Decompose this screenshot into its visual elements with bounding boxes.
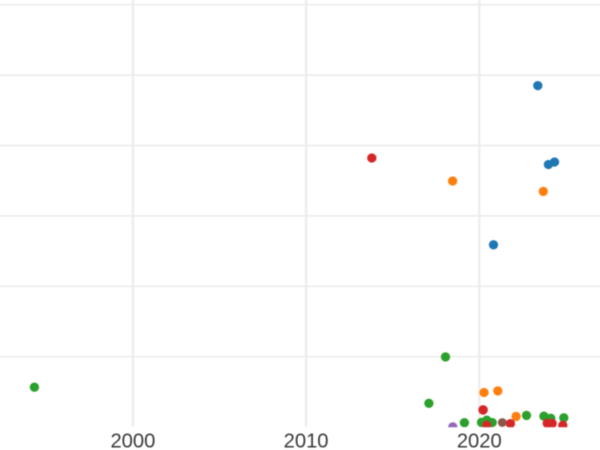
svg-text:2020: 2020: [457, 430, 502, 450]
svg-text:2010: 2010: [284, 430, 329, 450]
svg-text:2000: 2000: [110, 430, 155, 450]
